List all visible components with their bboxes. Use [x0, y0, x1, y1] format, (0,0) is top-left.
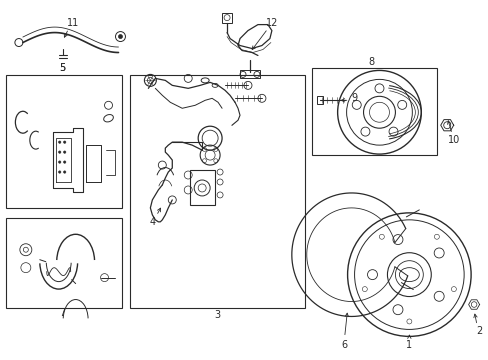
Circle shape	[59, 151, 61, 153]
Text: 11: 11	[66, 18, 79, 28]
Text: 9: 9	[351, 93, 357, 103]
Text: 12: 12	[265, 18, 278, 28]
Circle shape	[63, 171, 66, 173]
Text: 2: 2	[475, 327, 481, 336]
Bar	[6, 75, 122, 208]
Bar	[222, 13, 232, 23]
Text: 5: 5	[60, 63, 66, 73]
Bar	[311, 68, 436, 155]
Text: 10: 10	[447, 135, 459, 145]
Text: 1: 1	[406, 340, 411, 350]
Circle shape	[118, 35, 122, 39]
Bar	[190, 170, 215, 205]
Text: 6: 6	[341, 340, 347, 350]
Text: 5: 5	[60, 63, 66, 73]
Circle shape	[63, 161, 66, 163]
Circle shape	[63, 141, 66, 143]
Bar	[130, 75, 304, 307]
Circle shape	[59, 161, 61, 163]
Bar	[316, 96, 322, 104]
Text: 7: 7	[60, 309, 66, 319]
Text: 8: 8	[367, 58, 374, 67]
Text: 3: 3	[214, 310, 220, 320]
Bar	[6, 218, 122, 307]
Circle shape	[59, 141, 61, 143]
Text: 4: 4	[149, 217, 155, 227]
Bar	[240, 71, 260, 78]
Circle shape	[63, 151, 66, 153]
Circle shape	[59, 171, 61, 173]
